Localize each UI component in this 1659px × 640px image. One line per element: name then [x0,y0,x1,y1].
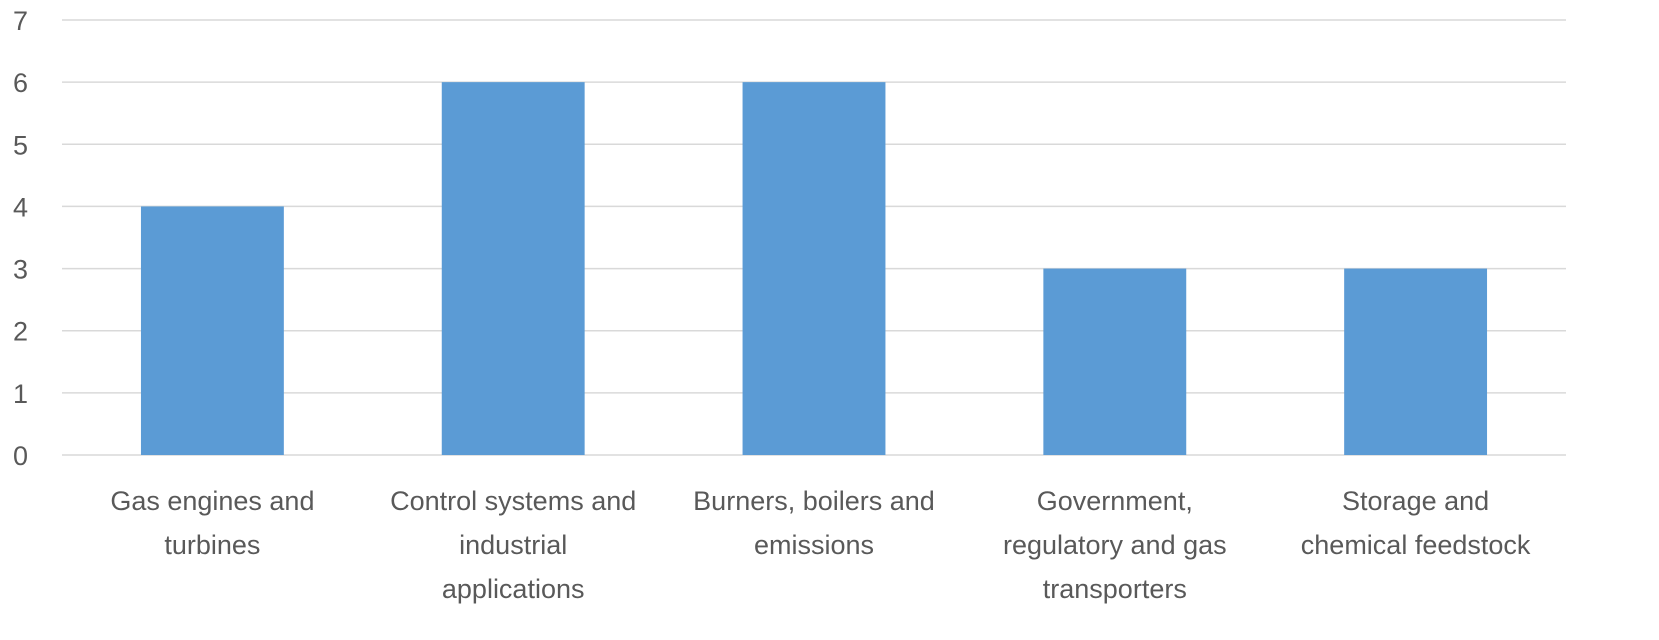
category-label-line: Government, [1037,486,1193,516]
category-label: Government, regulatory and gas transporter… [1003,486,1227,604]
y-tick-label: 3 [13,255,28,285]
category-label-line: Burners, boilers and [693,486,935,516]
category-label: Control systems and industrial application… [390,486,636,604]
y-tick-label: 4 [13,192,28,222]
y-tick-label: 1 [13,379,28,409]
y-axis-ticks: 0 1 2 3 4 5 6 7 [13,6,28,471]
bar [742,82,886,456]
category-label-line: transporters [1043,574,1187,604]
category-label-line: chemical feedstock [1301,530,1531,560]
category-label: Gas engines and turbines [110,486,314,560]
y-tick-label: 7 [13,6,28,36]
x-axis-categories: Gas engines and turbines Control systems a… [110,486,1531,604]
bars [140,82,1488,456]
y-tick-label: 2 [13,317,28,347]
category-label: Burners, boilers and emissions [693,486,935,560]
y-tick-label: 5 [13,130,28,160]
bar [441,82,585,456]
category-label-line: regulatory and gas [1003,530,1227,560]
bar [140,206,284,455]
category-label-line: emissions [754,530,874,560]
category-label-line: Control systems and [390,486,636,516]
category-label-line: turbines [164,530,260,560]
y-tick-label: 6 [13,68,28,98]
category-label-line: Storage and [1342,486,1489,516]
category-label-line: industrial [459,530,567,560]
category-label: Storage and chemical feedstock [1301,486,1531,560]
category-label-line: applications [442,574,585,604]
bar [1344,268,1488,455]
category-label-line: Gas engines and [110,486,314,516]
y-tick-label: 0 [13,441,28,471]
bar [1043,268,1187,455]
